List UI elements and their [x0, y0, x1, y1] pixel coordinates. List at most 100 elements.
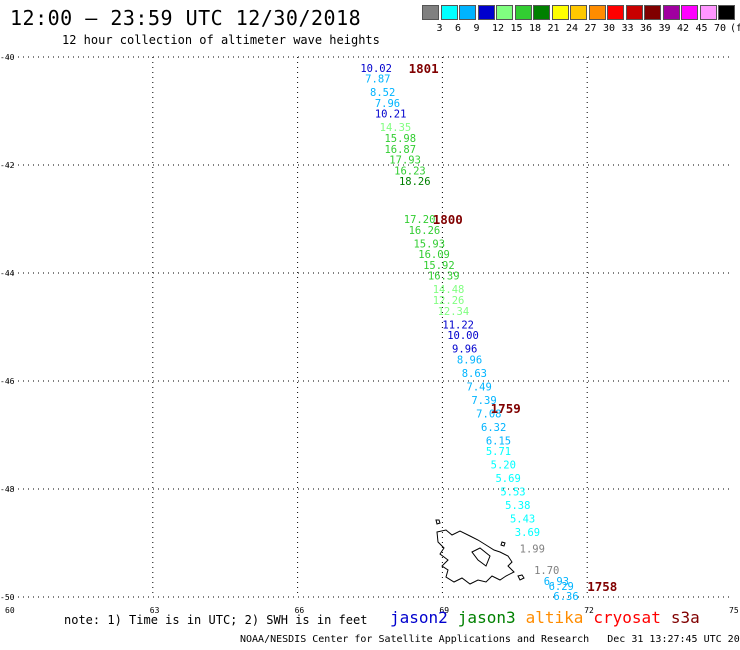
legend-entry-cryosat: cryosat	[593, 608, 661, 627]
wave-height-value: 15.92	[423, 260, 455, 272]
scale-label: 45	[695, 23, 708, 34]
wave-height-value: 15.98	[384, 133, 416, 145]
scale-swatch	[625, 5, 643, 20]
wave-height-value: 12.34	[438, 306, 470, 318]
legend-entry-jason2: jason2	[390, 608, 448, 627]
islet-3	[500, 541, 506, 547]
scale-label: 6	[455, 23, 462, 34]
kerguelen-island-outline	[435, 519, 525, 585]
page-subtitle: 12 hour collection of altimeter wave hei…	[62, 33, 380, 47]
island-peninsula	[471, 547, 491, 567]
wave-height-value: 6.93	[544, 576, 569, 588]
scale-label: 21	[547, 23, 560, 34]
footer: NOAA/NESDIS Center for Satellite Applica…	[240, 634, 740, 645]
scale-label: 9	[473, 23, 480, 34]
x-tick-label: 72	[584, 606, 594, 615]
satellite-legend: jason2 jason3 altika cryosat s3a	[390, 608, 710, 627]
time-label: 1800	[433, 212, 463, 227]
wave-height-value: 7.39	[471, 395, 496, 407]
scale-label: 15	[510, 23, 523, 34]
wave-height-value: 5.71	[486, 446, 511, 458]
scale-swatch	[644, 5, 661, 20]
wave-height-value: 6.15	[486, 435, 511, 447]
wave-height-value: 10.21	[375, 109, 407, 121]
wave-height-value: 11.22	[442, 319, 474, 331]
scale-swatch	[459, 5, 476, 20]
time-labels-layer: 1801 1800 1759 1758	[409, 61, 618, 594]
map-grid: 60 63 66 69 72 75 -40 -42 -44 -46 -48 -50	[0, 53, 739, 615]
wave-height-value: 7.08	[476, 408, 501, 420]
time-label: 1759	[491, 401, 521, 416]
x-tick-label: 75	[729, 606, 739, 615]
wave-height-value: 3.69	[515, 527, 540, 539]
legend-entry-s3a: s3a	[670, 608, 700, 627]
observations-layer: 10.027.878.527.9610.2114.3515.9816.8717.…	[360, 63, 578, 603]
wave-height-value: 17.20	[404, 214, 436, 226]
scale-label: 24	[566, 23, 579, 34]
scale-swatch	[662, 5, 680, 20]
wave-height-value: 12.26	[433, 295, 465, 307]
scale-unit: (ft)	[730, 23, 740, 34]
scale-label: 33	[621, 23, 634, 34]
wave-height-value: 16.87	[384, 144, 416, 156]
x-tick-label: 60	[5, 606, 15, 615]
scale-swatch	[551, 5, 569, 20]
wave-height-value: 16.26	[409, 225, 441, 237]
scale-swatch	[607, 5, 624, 20]
wave-height-value: 1.70	[534, 565, 559, 577]
wave-height-value: 5.20	[491, 460, 516, 472]
wave-height-value: 14.48	[433, 284, 465, 296]
scale-swatch	[533, 5, 550, 20]
wave-height-value: 15.93	[413, 238, 445, 250]
scale-label: 3	[436, 23, 443, 34]
y-tick-label: -44	[0, 269, 15, 278]
wave-height-value: 7.87	[365, 74, 390, 86]
y-tick-label: -42	[0, 161, 15, 170]
scale-swatch	[496, 5, 513, 20]
scale-label: 42	[677, 23, 690, 34]
wave-height-value: 14.35	[380, 122, 412, 134]
scale-swatch	[699, 5, 717, 20]
scale-swatch	[681, 5, 698, 20]
islet-1	[435, 519, 441, 525]
wave-height-value: 5.43	[510, 514, 535, 526]
wave-height-value: 10.00	[447, 330, 479, 342]
wave-height-value: 18.26	[399, 176, 431, 188]
scale-swatch	[440, 5, 458, 20]
scale-label: 12	[492, 23, 505, 34]
wave-height-value: 6.32	[481, 422, 506, 434]
wave-height-value: 16.23	[394, 165, 426, 177]
wave-height-value: 8.96	[457, 354, 482, 366]
wave-height-value: 6.36	[553, 591, 578, 603]
legend-entry-jason3: jason3	[457, 608, 516, 627]
x-tick-label: 69	[439, 606, 449, 615]
footer-timestamp: Dec 31 13:27:45 UTC 2018	[607, 634, 740, 645]
time-label: 1758	[587, 579, 617, 594]
islet-2	[517, 574, 525, 581]
y-tick-label: -50	[0, 593, 15, 602]
island-main	[436, 529, 515, 585]
scale-swatch	[718, 5, 735, 20]
scale-label: 36	[640, 23, 653, 34]
x-tick-label: 63	[150, 606, 160, 615]
wave-height-value: 9.96	[452, 344, 477, 356]
wave-height-value: 6.29	[549, 581, 574, 593]
wave-height-value: 17.93	[389, 155, 421, 167]
scale-label: 70	[714, 23, 727, 34]
scale-swatch	[588, 5, 606, 20]
y-tick-label: -46	[0, 377, 15, 386]
scale-swatch	[477, 5, 495, 20]
wave-height-value: 5.53	[500, 487, 525, 499]
scale-label: 18	[529, 23, 542, 34]
scale-swatch	[422, 5, 439, 20]
wave-height-value: 16.39	[428, 271, 460, 283]
wave-height-value: 5.38	[505, 500, 530, 512]
wave-height-value: 16.09	[418, 249, 450, 261]
wave-height-value: 7.49	[467, 381, 492, 393]
legend-entry-altika: altika	[525, 608, 584, 627]
wave-height-value: 10.02	[360, 63, 392, 75]
scale-label: 27	[584, 23, 597, 34]
wave-height-value: 5.69	[495, 473, 520, 485]
x-tick-label: 66	[295, 606, 305, 615]
